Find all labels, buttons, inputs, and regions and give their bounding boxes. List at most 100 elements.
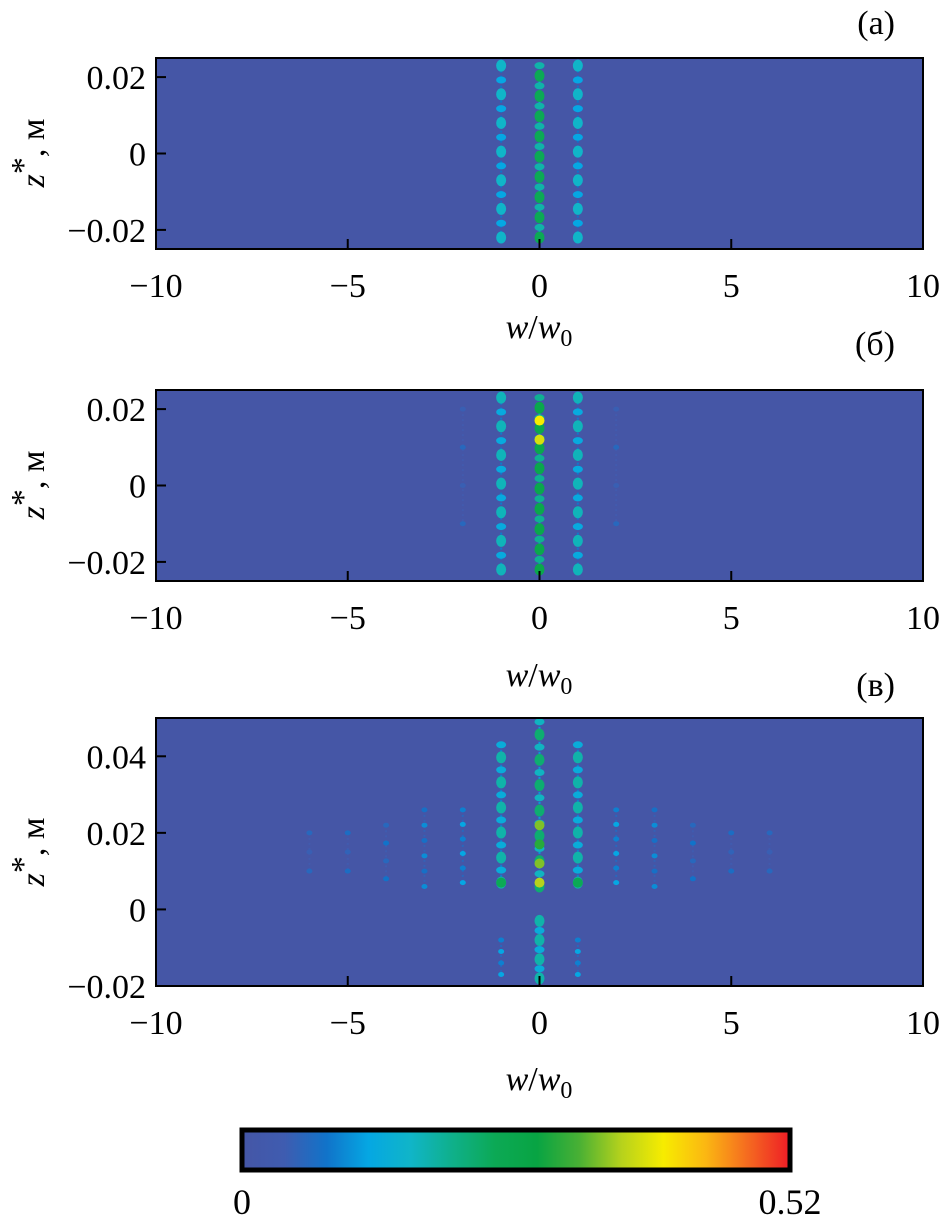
heatmap-cell [421,807,428,813]
heatmap-cell [572,477,583,490]
heatmap-cell [496,741,507,749]
heatmap-cell [498,949,505,955]
colorbar: 0 0.52 [233,1127,822,1222]
heatmap-cell [496,437,507,445]
heatmap-cell [613,521,620,527]
heatmap-cell [496,420,507,433]
heatmap-cell [613,865,620,871]
heatmap-cell [534,718,545,726]
heatmap-cell [651,822,658,828]
heatmap-hotspot [534,820,545,831]
heatmap-cell [534,965,545,973]
heatmap-cell [496,59,507,72]
heatmap-marks-b [459,391,620,576]
heatmap-cell [496,174,507,187]
heatmap-cell [421,868,428,874]
heatmap-cell [534,110,545,123]
y-axis-title-c: z*, м [5,818,52,888]
heatmap-cell [496,776,507,789]
heatmap-cell [496,766,507,774]
heatmap-cell [572,506,583,519]
heatmap-cell [534,183,545,191]
heatmap-cell [766,868,773,874]
heatmap-cell [496,816,507,824]
heatmap-cell [496,116,507,129]
heatmap-cell [613,821,620,827]
heatmap-cell [572,494,583,502]
heatmap-cell [572,523,583,531]
x-tick-label-c: −5 [330,1005,366,1042]
heatmap-cell [496,563,507,576]
x-tick-label-b: −10 [129,600,182,637]
heatmap-cell [534,953,545,966]
panel-c: (в) −10 −5 0 5 10 0.04 0.02 0 −0.02 w/w0 z*, м [5,667,940,1104]
heatmap-cell [728,849,735,855]
heatmap-cell [534,163,545,171]
x-axis-title-b: w/w0 [506,657,573,700]
heatmap-hotspot [534,434,545,445]
heatmap-cell [613,444,620,450]
colorbar-gradient [239,1127,793,1173]
heatmap-cell [496,191,507,199]
heatmap-cell [383,876,390,882]
heatmap-cell [572,219,583,227]
heatmap-cell [496,801,507,814]
x-ticks-a: −10 −5 0 5 10 [129,239,940,305]
x-axis-title-c: w/w0 [506,1061,573,1104]
heatmap-cell [496,162,507,170]
y-tick-label-a: 0.02 [87,60,147,97]
heatmap-cell [534,394,545,402]
plot-area-b [156,390,923,581]
heatmap-cell [496,219,507,227]
heatmap-cell [498,937,505,943]
heatmap-cell [651,838,658,844]
heatmap-marks-c [306,718,773,985]
heatmap-cell [689,876,696,882]
heatmap-cell [534,926,545,934]
heatmap-cell [572,88,583,101]
heatmap-hotspot [534,839,545,850]
heatmap-cell [572,465,583,473]
x-ticks-b: −10 −5 0 5 10 [129,571,940,637]
heatmap-marks-a [496,59,583,244]
heatmap-cell [496,145,507,158]
heatmap-cell [728,830,735,836]
heatmap-cell [728,868,735,874]
heatmap-cell [496,76,507,84]
heatmap-cell [534,82,545,90]
heatmap-cell [496,494,507,502]
heatmap-cell [534,934,545,947]
heatmap-cell [534,122,545,130]
heatmap-cell [651,807,658,813]
y-axis-title-b: z*, м [5,451,52,521]
heatmap-cell [613,483,620,488]
heatmap-cell [534,743,545,751]
heatmap-cell [572,174,583,187]
y-tick-label-c: 0 [129,892,146,929]
heatmap-cell [534,143,545,151]
panel-label-a: (a) [857,5,895,42]
x-ticks-c: −10 −5 0 5 10 [129,976,940,1042]
heatmap-cell [574,960,581,966]
heatmap-cell [572,133,583,141]
heatmap-cell [689,822,696,828]
heatmap-hotspot [496,877,507,888]
x-tick-label-b: 0 [531,600,548,637]
x-tick-label-c: 10 [906,1005,940,1042]
heatmap-cell [572,202,583,215]
heatmap-cell [534,170,545,183]
heatmap-cell [496,448,507,461]
heatmap-cell [344,830,351,836]
heatmap-cell [613,836,620,842]
heatmap-cell [496,791,507,799]
heatmap-cell [383,822,390,828]
heatmap-cell [459,807,466,813]
heatmap-cell [496,88,507,101]
heatmap-cell [534,421,545,434]
heatmap-cell [534,768,545,776]
heatmap-cell [421,822,428,828]
heatmap-hotspot [534,858,545,869]
heatmap-cell [534,535,545,543]
heatmap-cell [534,130,545,143]
